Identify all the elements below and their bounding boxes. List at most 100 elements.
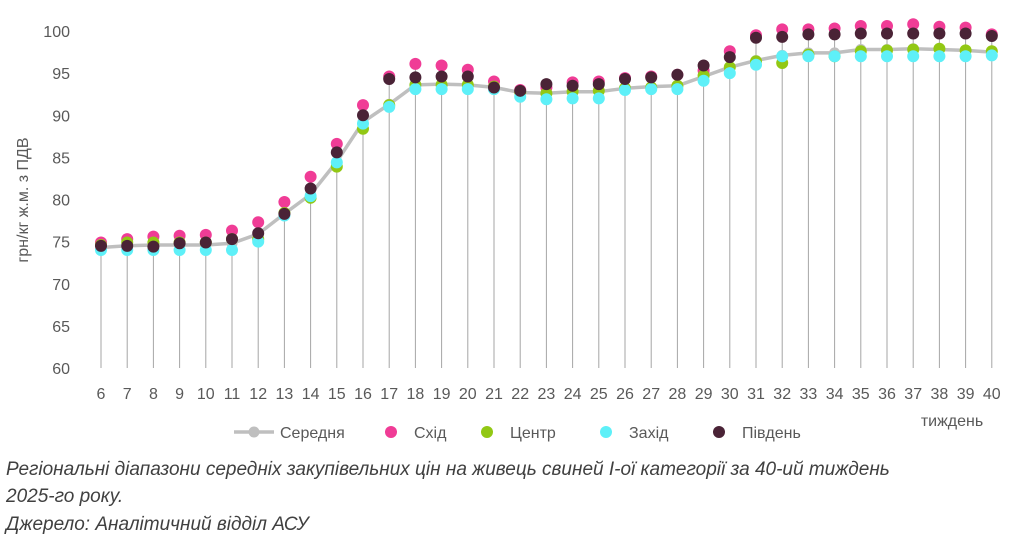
point-Захід <box>776 50 789 63</box>
x-tick-label: 9 <box>175 386 184 403</box>
x-tick-label: 39 <box>957 386 975 403</box>
x-tick-label: 26 <box>616 386 634 403</box>
point-Південь <box>566 79 579 92</box>
point-Південь <box>514 84 527 97</box>
point-Південь <box>278 207 291 220</box>
point-Схід <box>409 57 422 70</box>
point-Захід <box>933 50 946 63</box>
y-tick-label: 90 <box>52 108 70 125</box>
x-tick-label: 6 <box>97 386 106 403</box>
y-tick-label: 100 <box>43 24 70 41</box>
legend-marker <box>600 426 612 438</box>
point-Південь <box>173 237 186 250</box>
x-tick-label: 25 <box>590 386 608 403</box>
point-Південь <box>671 68 684 81</box>
point-Південь <box>121 239 134 252</box>
point-Південь <box>330 146 343 159</box>
point-Схід <box>278 196 291 209</box>
legend-marker <box>385 426 397 438</box>
point-Південь <box>147 240 160 253</box>
caption-line-1: Регіональні діапазони середніх закупівел… <box>6 459 890 480</box>
x-tick-label: 38 <box>931 386 949 403</box>
point-Південь <box>95 239 107 252</box>
x-tick-label: 15 <box>328 386 346 403</box>
y-tick-label: 75 <box>52 235 70 252</box>
y-axis-title: грн/кг ж.м. з ПДВ <box>15 137 32 262</box>
point-Захід <box>854 50 867 63</box>
point-Південь <box>383 73 396 86</box>
point-Захід <box>723 67 736 80</box>
point-Південь <box>723 51 736 64</box>
x-tick-label: 24 <box>564 386 582 403</box>
point-Південь <box>750 31 762 44</box>
x-tick-label: 18 <box>407 386 425 403</box>
x-tick-label: 33 <box>800 386 818 403</box>
x-tick-label: 37 <box>904 386 922 403</box>
y-tick-label: 80 <box>52 193 70 210</box>
point-Південь <box>252 227 265 240</box>
point-Південь <box>776 30 789 43</box>
legend-label: Схід <box>414 425 447 442</box>
point-Захід <box>697 74 710 87</box>
point-Захід <box>985 49 998 62</box>
legend-marker <box>248 426 260 438</box>
y-tick-label: 95 <box>52 66 70 83</box>
point-Захід <box>907 50 920 63</box>
point-Захід <box>566 92 579 105</box>
point-Захід <box>330 156 343 169</box>
point-Захід <box>252 235 265 248</box>
point-Південь <box>933 27 946 40</box>
x-tick-label: 14 <box>302 386 320 403</box>
x-tick-label: 27 <box>642 386 660 403</box>
point-Південь <box>592 78 605 91</box>
point-Захід <box>645 83 658 96</box>
x-tick-label: 8 <box>149 386 158 403</box>
x-tick-label: 30 <box>721 386 739 403</box>
legend-marker <box>481 426 493 438</box>
x-tick-label: 20 <box>459 386 477 403</box>
x-tick-label: 29 <box>695 386 713 403</box>
x-tick-label: 21 <box>485 386 503 403</box>
x-tick-label: 28 <box>669 386 687 403</box>
price-chart: 60 65 70 75 80 85 90 95 100 6 7 8 9 10 11 12 13 14 15 16 17… <box>15 18 1001 442</box>
point-Захід <box>802 50 815 63</box>
point-Південь <box>619 73 631 86</box>
y-tick-label: 65 <box>52 319 70 336</box>
legend-label: Захід <box>629 425 669 442</box>
point-Захід <box>461 83 474 96</box>
point-Південь <box>461 70 474 83</box>
legend: Середня Схід Центр Захід Південь <box>234 425 801 442</box>
x-tick-label: 36 <box>878 386 896 403</box>
point-Південь <box>645 71 658 84</box>
point-Схід <box>357 99 369 112</box>
point-Захід <box>540 93 553 106</box>
point-Південь <box>854 27 867 40</box>
y-tick-label: 85 <box>52 150 70 167</box>
legend-label: Середня <box>280 425 345 442</box>
x-tick-label: 19 <box>433 386 451 403</box>
point-Схід <box>907 18 920 31</box>
y-tick-label: 60 <box>52 361 70 378</box>
point-Південь <box>409 71 422 84</box>
point-Схід <box>226 224 238 237</box>
x-tick-label: 40 <box>983 386 1001 403</box>
legend-marker <box>713 426 725 438</box>
x-tick-label: 34 <box>826 386 844 403</box>
x-tick-label: 17 <box>380 386 398 403</box>
point-Схід <box>252 216 265 229</box>
point-Південь <box>907 27 920 40</box>
data-points <box>95 18 998 257</box>
point-Південь <box>304 182 317 195</box>
x-tick-label: 35 <box>852 386 870 403</box>
caption-source: Джерело: Аналітичний відділ АСУ <box>6 514 309 535</box>
legend-label: Центр <box>510 425 556 442</box>
point-Південь <box>357 109 369 122</box>
point-Захід <box>435 83 448 96</box>
point-Захід <box>959 50 972 63</box>
x-tick-label: 22 <box>511 386 529 403</box>
x-tick-label: 32 <box>773 386 791 403</box>
point-Південь <box>199 236 212 249</box>
y-tick-label: 70 <box>52 277 70 294</box>
point-Захід <box>671 83 684 96</box>
point-Захід <box>750 58 762 71</box>
